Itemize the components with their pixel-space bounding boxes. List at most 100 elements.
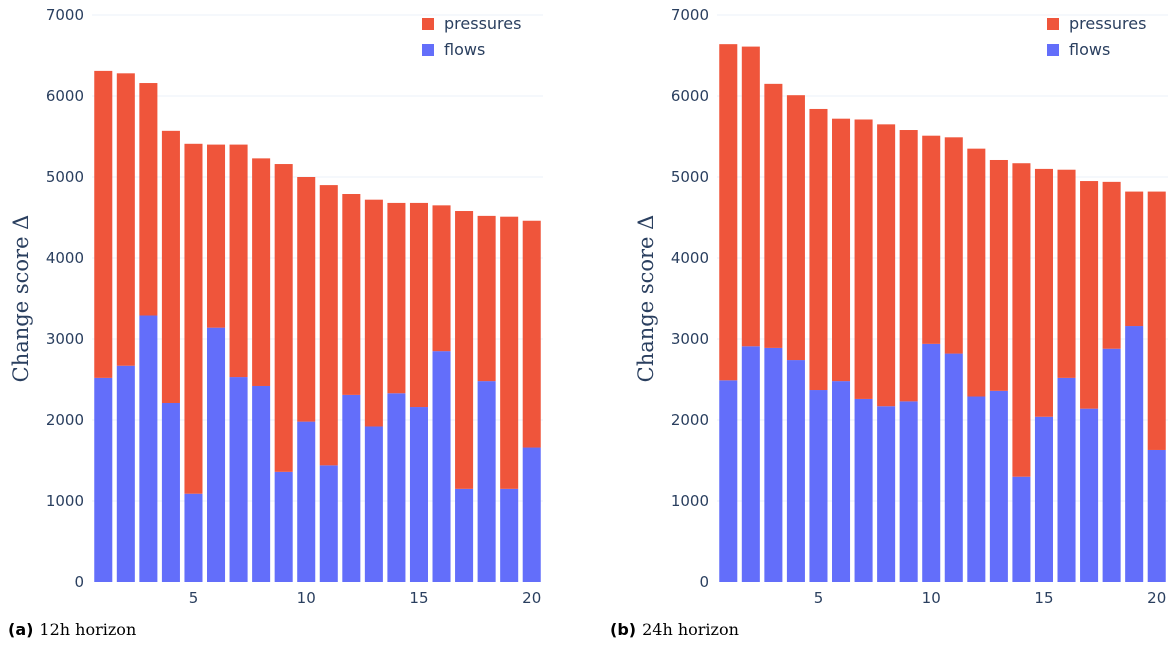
- bar-pressures-20: [522, 220, 541, 448]
- bar-pressures-9: [274, 164, 293, 472]
- x-tick-label: 5: [189, 589, 199, 607]
- y-tick-label: 0: [699, 573, 709, 591]
- bar-pressures-17: [455, 211, 474, 489]
- y-axis-label: Change score Δ: [9, 215, 33, 383]
- x-tick-label: 20: [522, 589, 541, 607]
- bar-pressures-7: [229, 144, 248, 378]
- bar-pressures-17: [1080, 181, 1099, 409]
- legend-swatch-pressures: [1047, 18, 1059, 30]
- y-tick-label: 7000: [671, 6, 709, 24]
- legend: pressures flows: [422, 14, 521, 59]
- bar-flows-19: [1125, 326, 1144, 582]
- bar-flows-4: [786, 360, 805, 582]
- bar-pressures-13: [364, 199, 383, 427]
- x-tick-label: 10: [297, 589, 316, 607]
- bar-flows-11: [944, 353, 963, 582]
- caption-a: (a) 12h horizon: [8, 620, 136, 639]
- bar-pressures-5: [809, 108, 828, 391]
- bar-pressures-1: [719, 44, 738, 381]
- caption-b: (b) 24h horizon: [610, 620, 739, 639]
- bar-pressures-14: [387, 202, 406, 394]
- bar-pressures-14: [1012, 163, 1031, 477]
- bar-flows-15: [1034, 416, 1053, 582]
- bar-pressures-2: [741, 46, 760, 347]
- x-tick-label: 5: [814, 589, 824, 607]
- bar-pressures-20: [1147, 191, 1166, 450]
- bar-flows-5: [184, 493, 203, 582]
- bar-flows-17: [455, 488, 474, 582]
- bar-pressures-18: [477, 215, 496, 382]
- bar-flows-14: [1012, 476, 1031, 582]
- bar-pressures-16: [432, 205, 451, 352]
- bar-pressures-6: [832, 118, 851, 382]
- legend-swatch-flows: [422, 44, 434, 56]
- bar-flows-12: [967, 396, 986, 582]
- bar-flows-3: [139, 315, 158, 582]
- bar-flows-13: [989, 390, 1008, 582]
- bar-flows-20: [522, 447, 541, 582]
- legend-label-flows: flows: [1069, 40, 1110, 59]
- bar-pressures-2: [116, 73, 135, 366]
- bar-pressures-10: [297, 177, 316, 422]
- x-tick-label: 15: [1034, 589, 1053, 607]
- bar-pressures-11: [319, 185, 338, 466]
- bar-pressures-15: [409, 202, 428, 408]
- bar-flows-9: [274, 471, 293, 582]
- bar-pressures-8: [252, 158, 271, 386]
- legend: pressures flows: [1047, 14, 1146, 59]
- bar-flows-17: [1080, 408, 1099, 582]
- bar-pressures-18: [1102, 181, 1121, 349]
- bar-flows-4: [161, 402, 180, 582]
- y-tick-label: 2000: [46, 411, 84, 429]
- bar-flows-8: [877, 406, 896, 582]
- bar-flows-19: [500, 488, 519, 582]
- bar-flows-10: [297, 421, 316, 582]
- bar-flows-6: [207, 327, 226, 582]
- bar-flows-3: [764, 347, 783, 582]
- bar-pressures-11: [944, 137, 963, 354]
- y-tick-label: 6000: [671, 87, 709, 105]
- caption-b-text: 24h horizon: [642, 620, 739, 639]
- bar-flows-1: [719, 380, 738, 582]
- bar-flows-16: [432, 351, 451, 582]
- bar-pressures-6: [207, 144, 226, 328]
- y-tick-label: 3000: [46, 330, 84, 348]
- bar-flows-7: [854, 398, 873, 582]
- bar-flows-14: [387, 393, 406, 582]
- bar-flows-1: [94, 377, 113, 582]
- bar-pressures-12: [342, 194, 361, 395]
- legend-label-flows: flows: [444, 40, 485, 59]
- caption-b-tag: (b): [610, 620, 637, 639]
- y-tick-label: 4000: [46, 249, 84, 267]
- bar-pressures-12: [967, 148, 986, 397]
- legend-label-pressures: pressures: [444, 14, 521, 33]
- bar-pressures-19: [1125, 191, 1144, 327]
- bar-flows-16: [1057, 377, 1076, 582]
- bar-pressures-3: [139, 83, 158, 316]
- bar-flows-5: [809, 390, 828, 582]
- bar-flows-18: [477, 381, 496, 582]
- y-tick-label: 4000: [671, 249, 709, 267]
- y-tick-label: 2000: [671, 411, 709, 429]
- chart-panel-a: 0 1000 2000 3000 4000 5000 6000 7000 5 10 15 20 Chan…: [9, 6, 543, 607]
- y-tick-label: 1000: [671, 492, 709, 510]
- chart-panel-b: 0 1000 2000 3000 4000 5000 6000 7000 5 10 15 20 Chan…: [634, 6, 1168, 607]
- bar-flows-11: [319, 465, 338, 582]
- legend-swatch-flows: [1047, 44, 1059, 56]
- bar-flows-7: [229, 377, 248, 582]
- bar-pressures-4: [786, 95, 805, 361]
- bar-pressures-16: [1057, 169, 1076, 378]
- bar-flows-9: [899, 401, 918, 582]
- x-tick-label: 10: [922, 589, 941, 607]
- bar-pressures-15: [1034, 168, 1053, 417]
- bar-flows-8: [252, 385, 271, 582]
- y-axis-label: Change score Δ: [634, 215, 658, 383]
- bar-pressures-1: [94, 70, 113, 378]
- bar-pressures-8: [877, 124, 896, 407]
- bar-flows-12: [342, 394, 361, 582]
- y-tick-label: 5000: [46, 168, 84, 186]
- x-tick-label: 15: [409, 589, 428, 607]
- bar-pressures-7: [854, 119, 873, 399]
- y-tick-label: 0: [74, 573, 84, 591]
